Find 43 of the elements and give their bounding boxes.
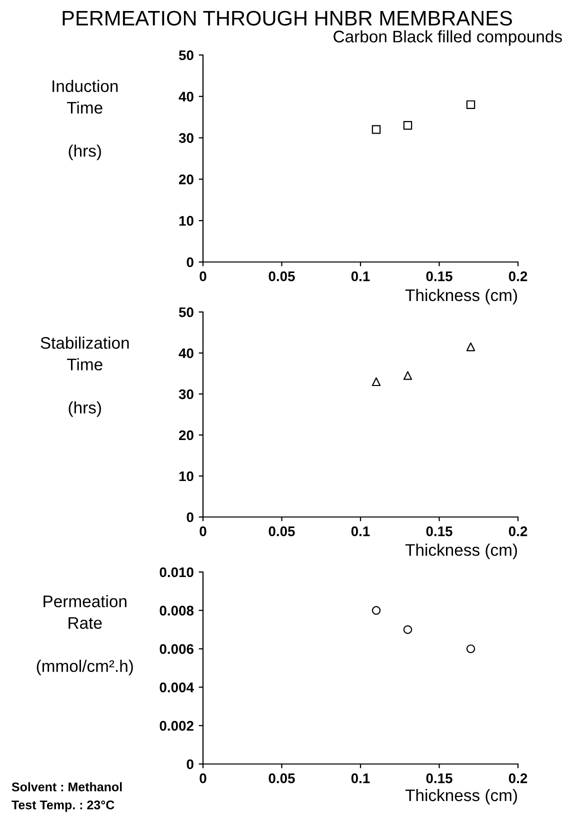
- x-tick-label: 0.15: [426, 526, 452, 536]
- x-axis-title: Thickness (cm): [405, 544, 517, 560]
- text: Stabilization Time (hrs): [40, 336, 129, 417]
- text: Solvent : Methanol: [12, 782, 122, 792]
- y-tick-label: 0: [186, 512, 194, 522]
- x-tick-label: 0: [200, 526, 206, 536]
- x-tick-label: 0.05: [268, 773, 295, 784]
- y-tick-label: 20: [179, 430, 194, 440]
- x-tick-label: 0.2: [508, 773, 528, 784]
- text: Permeation Rate (mmol/cm².h): [36, 595, 133, 676]
- x-tick-label: 0.05: [268, 526, 295, 536]
- x-tick-label: 0.2: [508, 526, 528, 536]
- text: Test Temp. : 23°C: [12, 800, 114, 812]
- x-tick-label: 0.2: [508, 271, 528, 282]
- chart-subtitle: Carbon Black filled compounds: [334, 30, 562, 46]
- x-tick-label: 0.15: [426, 271, 452, 282]
- y-tick-label: 0.006: [160, 644, 194, 654]
- y-tick-label: 30: [178, 389, 194, 400]
- y-tick-label: 0: [186, 257, 194, 268]
- x-axis-title: Thickness (cm): [405, 288, 517, 304]
- y-tick-label: 0.004: [160, 682, 194, 692]
- x-tick-label: 0: [200, 271, 206, 282]
- y-tick-label: 50: [178, 50, 194, 60]
- x-axis-title: Thickness (cm): [405, 788, 517, 804]
- y-tick-label: 10: [179, 216, 194, 226]
- text: Induction Time (hrs): [52, 80, 118, 160]
- chart-title: PERMEATION THROUGH HNBR MEMBRANES: [62, 10, 512, 26]
- y-tick-label: 10: [179, 471, 194, 482]
- y-tick-label: 0: [186, 759, 194, 770]
- x-tick-label: 0.15: [426, 773, 452, 784]
- y-tick-label: 50: [178, 307, 194, 318]
- y-tick-label: 40: [178, 92, 194, 102]
- y-tick-label: 0.002: [160, 720, 194, 731]
- x-tick-label: 0.1: [351, 773, 370, 784]
- x-tick-label: 0.1: [351, 271, 370, 282]
- y-tick-label: 20: [179, 174, 194, 184]
- y-tick-label: 40: [178, 348, 194, 358]
- y-tick-label: 0.010: [160, 567, 194, 578]
- x-tick-label: 0: [200, 773, 206, 784]
- x-tick-label: 0.1: [351, 526, 370, 536]
- y-tick-label: 0.008: [160, 606, 194, 616]
- x-tick-label: 0.05: [268, 271, 295, 282]
- y-tick-label: 30: [178, 133, 194, 143]
